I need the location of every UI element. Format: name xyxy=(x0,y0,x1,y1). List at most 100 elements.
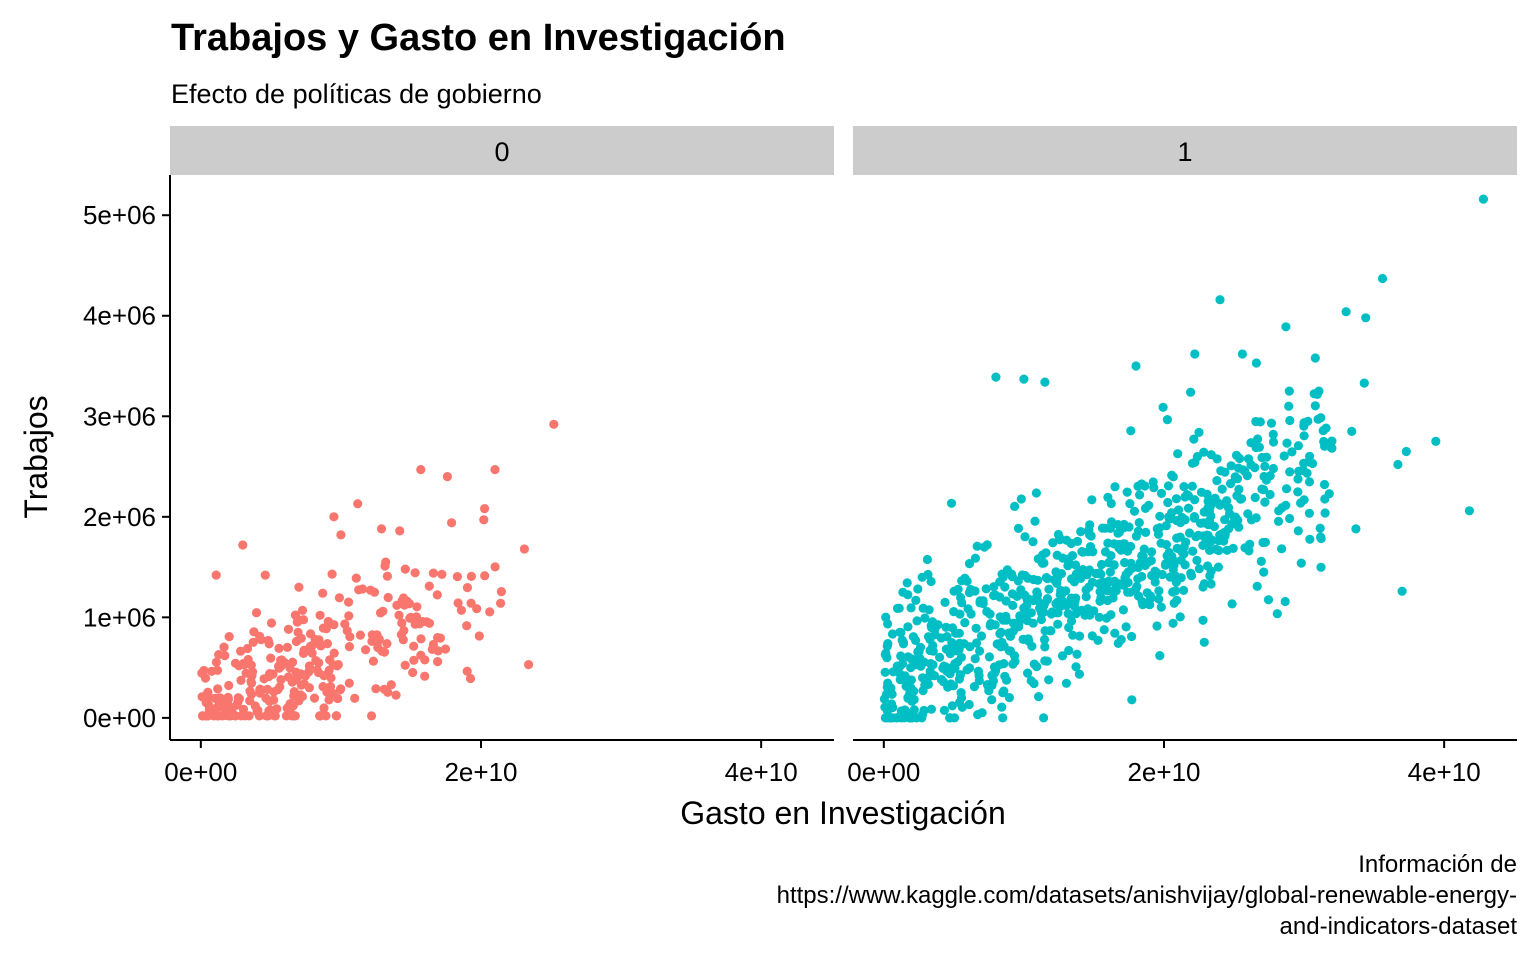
data-point xyxy=(1320,441,1330,451)
chart-subtitle: Efecto de políticas de gobierno xyxy=(171,79,542,109)
data-point xyxy=(920,613,930,623)
data-point xyxy=(479,515,489,525)
data-point xyxy=(367,636,377,647)
data-point xyxy=(1113,528,1123,538)
data-point xyxy=(334,593,344,603)
data-point xyxy=(344,597,354,607)
data-point xyxy=(985,609,995,619)
data-point xyxy=(288,701,298,711)
data-point xyxy=(1140,481,1150,491)
data-point xyxy=(210,693,220,703)
data-point xyxy=(1186,568,1196,578)
data-point xyxy=(1001,611,1011,622)
data-point xyxy=(912,616,922,626)
data-point xyxy=(1147,547,1157,557)
data-point xyxy=(325,681,336,692)
data-point xyxy=(951,628,961,638)
data-point xyxy=(200,673,211,683)
data-point xyxy=(956,688,966,698)
data-point xyxy=(351,573,361,583)
data-point xyxy=(211,657,221,667)
data-point xyxy=(1284,386,1294,396)
data-point xyxy=(1319,479,1330,490)
data-point xyxy=(976,631,987,641)
data-point xyxy=(1106,551,1116,561)
data-point xyxy=(1000,582,1010,592)
data-point xyxy=(264,639,274,649)
y-tick-label: 0e+00 xyxy=(83,703,156,733)
data-point xyxy=(1263,595,1274,605)
data-point xyxy=(946,498,957,508)
data-point xyxy=(238,540,248,550)
data-point xyxy=(292,617,302,627)
data-point xyxy=(1133,481,1143,491)
data-point xyxy=(949,586,959,596)
data-point xyxy=(1028,537,1038,547)
data-point xyxy=(400,660,410,670)
data-point xyxy=(1280,596,1290,607)
data-point xyxy=(422,617,432,627)
data-point xyxy=(433,657,443,667)
data-point xyxy=(1044,584,1054,594)
data-point xyxy=(1004,693,1015,703)
facet-strip-label: 0 xyxy=(494,137,509,167)
data-point xyxy=(1016,494,1026,504)
data-point xyxy=(318,682,328,692)
data-point xyxy=(1146,556,1156,566)
data-point xyxy=(1304,508,1314,518)
data-point xyxy=(1102,579,1112,589)
data-point xyxy=(1126,426,1136,436)
data-point xyxy=(1161,559,1171,569)
caption-line-3: and-indicators-dataset xyxy=(1280,913,1518,940)
data-point xyxy=(1103,538,1113,548)
data-point xyxy=(1127,695,1137,705)
data-point xyxy=(1097,523,1108,533)
data-point xyxy=(248,637,258,647)
data-point xyxy=(1318,426,1328,436)
data-point xyxy=(1067,551,1078,561)
data-point xyxy=(883,619,893,629)
data-point xyxy=(1122,487,1132,497)
data-point xyxy=(1099,625,1109,635)
data-point xyxy=(1237,349,1247,359)
data-point xyxy=(442,472,452,482)
data-point xyxy=(1316,533,1326,544)
data-point xyxy=(437,569,447,580)
data-point xyxy=(911,595,921,605)
data-point xyxy=(1277,544,1287,554)
data-point xyxy=(1044,675,1054,685)
data-point xyxy=(315,711,325,721)
data-point xyxy=(1273,516,1284,527)
data-point xyxy=(297,691,307,702)
data-point xyxy=(1220,527,1230,537)
data-point xyxy=(881,689,892,700)
data-point xyxy=(1191,532,1201,542)
facet-strip-0 xyxy=(170,126,834,175)
data-point xyxy=(1260,497,1270,507)
data-point xyxy=(1296,498,1306,508)
data-point xyxy=(409,641,419,651)
data-point xyxy=(382,639,392,649)
data-point xyxy=(883,678,893,688)
data-point xyxy=(1064,645,1074,656)
data-point xyxy=(1222,545,1232,555)
data-point xyxy=(1226,461,1236,471)
x-tick-label: 0e+00 xyxy=(164,757,237,787)
data-point xyxy=(410,568,420,578)
data-point xyxy=(1285,467,1295,477)
data-point xyxy=(957,576,967,586)
data-point xyxy=(1110,628,1120,638)
data-point xyxy=(1156,538,1166,548)
data-point xyxy=(274,643,284,654)
data-point xyxy=(296,680,306,690)
data-point xyxy=(289,691,299,701)
data-point xyxy=(1256,556,1266,567)
data-point xyxy=(1087,577,1097,588)
data-point xyxy=(1189,434,1199,444)
data-point xyxy=(904,708,914,718)
data-point xyxy=(1397,586,1407,596)
data-point xyxy=(253,705,263,715)
data-point xyxy=(1281,322,1291,332)
data-point xyxy=(1232,474,1243,484)
data-point xyxy=(892,603,903,614)
